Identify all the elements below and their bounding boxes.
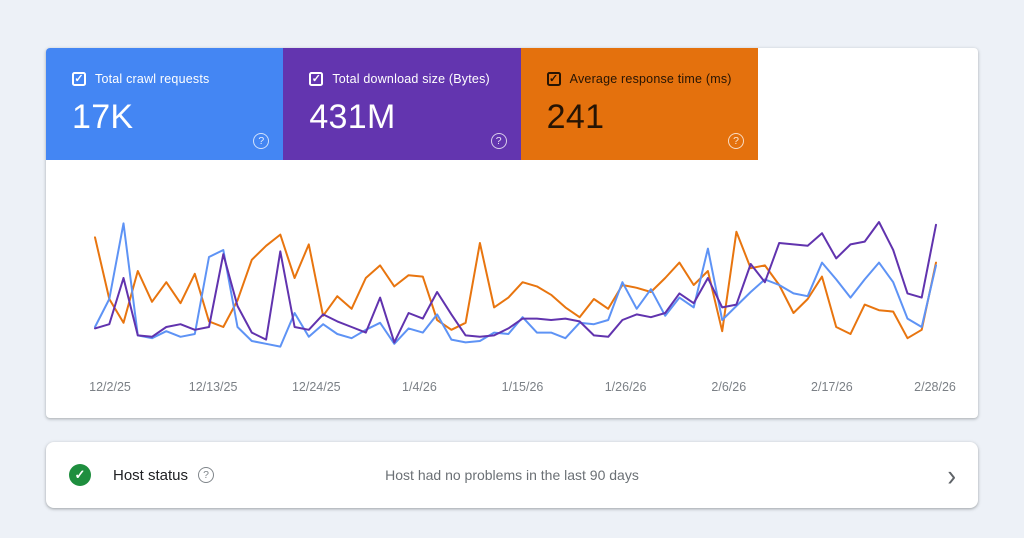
card-header: ✓ Total crawl requests (72, 72, 267, 86)
check-icon: ✓ (74, 72, 84, 85)
series-line-total-download-size-bytes[interactable] (94, 221, 937, 344)
chevron-right-icon[interactable]: › (947, 457, 956, 493)
crawl-stats-panel: ✓ Total crawl requests 17K ? ✓ Total dow… (46, 48, 978, 418)
metric-label: Total crawl requests (95, 72, 210, 86)
help-icon[interactable]: ? (198, 467, 215, 483)
card-total-download-size[interactable]: ✓ Total download size (Bytes) 431M ? (283, 48, 521, 160)
card-average-response-time[interactable]: ✓ Average response time (ms) 241 ? (520, 48, 758, 160)
metric-cards-row: ✓ Total crawl requests 17K ? ✓ Total dow… (46, 48, 758, 160)
x-axis-label: 2/17/26 (811, 380, 853, 394)
card-header: ✓ Total download size (Bytes) (309, 72, 504, 86)
checkbox-checked-icon[interactable]: ✓ (72, 72, 86, 86)
metric-label: Average response time (ms) (569, 72, 732, 86)
help-icon[interactable]: ? (490, 133, 507, 149)
checkbox-checked-icon[interactable]: ✓ (546, 72, 561, 86)
metric-value: 431M (309, 98, 396, 136)
card-total-crawl-requests[interactable]: ✓ Total crawl requests 17K ? (46, 48, 284, 160)
series-line-total-crawl-requests[interactable] (94, 222, 937, 348)
help-icon[interactable]: ? (253, 133, 270, 149)
host-status-label: Host status (113, 466, 189, 484)
help-icon[interactable]: ? (727, 133, 744, 149)
x-axis-label: 2/6/26 (711, 380, 746, 394)
checkbox-checked-icon[interactable]: ✓ (309, 72, 324, 86)
x-axis-label: 1/15/26 (502, 380, 544, 394)
line-chart-svg: 12/2/25 12/13/25 12/24/25 1/4/26 1/15/26 1/26… (89, 221, 956, 394)
x-axis-label: 1/26/26 (605, 380, 647, 394)
check-icon: ✓ (311, 72, 321, 85)
x-axis-label: 12/24/25 (292, 380, 341, 394)
x-axis-label: 12/2/25 (89, 380, 131, 394)
x-axis-label: 12/13/25 (189, 380, 238, 394)
series-line-average-response-time-ms[interactable] (94, 230, 937, 340)
host-status-ok-icon: ✓ (69, 464, 91, 486)
host-status-card[interactable]: ✓ Host status ? Host had no problems in … (46, 442, 978, 508)
card-header: ✓ Average response time (ms) (546, 72, 742, 86)
metric-label: Total download size (Bytes) (332, 72, 490, 86)
metric-value: 241 (546, 98, 605, 136)
x-axis-label: 2/28/26 (914, 380, 956, 394)
metric-value: 17K (72, 98, 134, 136)
crawl-trends-chart[interactable]: 12/2/25 12/13/25 12/24/25 1/4/26 1/15/26 1/26… (46, 170, 978, 418)
x-axis-label: 1/4/26 (402, 380, 437, 394)
check-icon: ✓ (549, 72, 559, 85)
